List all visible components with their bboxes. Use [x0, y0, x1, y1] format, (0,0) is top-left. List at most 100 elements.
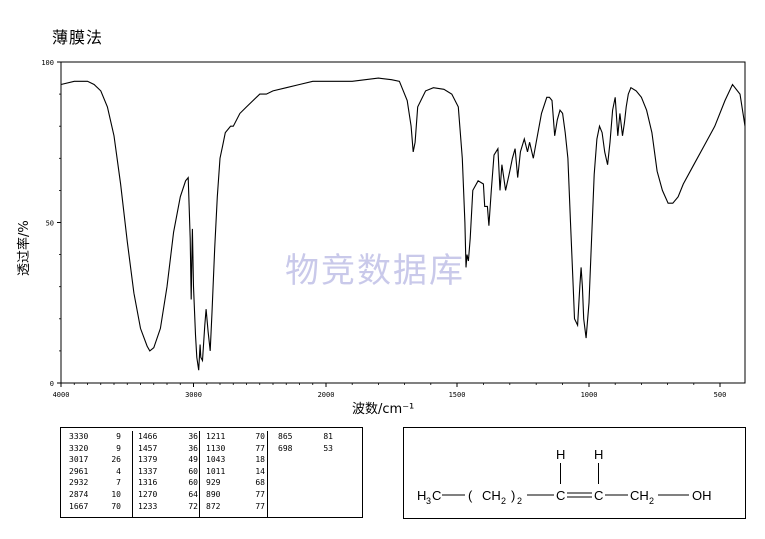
watermark: 物竞数据库	[285, 251, 465, 291]
peak-wavenumber: 1233	[138, 501, 158, 511]
plot-frame	[60, 61, 746, 384]
peak-wavenumber: 890	[206, 489, 221, 499]
peak-wavenumber: 865	[278, 432, 293, 441]
peak-transmittance: 9	[116, 432, 121, 441]
ch2-sub: 2	[649, 496, 654, 506]
peak-transmittance: 64	[188, 489, 198, 499]
peak-transmittance: 14	[255, 466, 265, 476]
peak-row: 2961 4	[69, 466, 121, 478]
peak-row: 1233 72	[138, 501, 198, 513]
peak-transmittance: 70	[111, 501, 121, 511]
peak-table: 3330 9 3320 9 3017 26 2961 4 2932 7 2874 10 1667 70 1…	[60, 427, 363, 518]
y-tick-label: 100	[41, 59, 54, 67]
peak-transmittance: 18	[255, 455, 265, 465]
peak-wavenumber: 1337	[138, 466, 158, 476]
peak-wavenumber: 2932	[69, 478, 89, 488]
peak-row: 2932 7	[69, 477, 121, 489]
paren-open: (	[468, 488, 473, 503]
peak-wavenumber: 2874	[69, 489, 89, 499]
peak-column-2: 1466 36 1457 36 1379 49 1337 60 1316 60 1270 64 1233…	[132, 431, 198, 517]
peak-row: 890 77	[206, 489, 265, 501]
peak-wavenumber: 1270	[138, 489, 158, 499]
peak-row: 1316 60	[138, 477, 198, 489]
spectrum-series-line	[60, 77, 746, 371]
h-top-1: H	[556, 447, 565, 462]
peak-transmittance: 68	[255, 478, 265, 488]
peak-wavenumber: 3320	[69, 443, 89, 453]
y-tick-label: 0	[50, 380, 54, 388]
x-axis-label: 波数/cm⁻¹	[352, 402, 414, 417]
peak-transmittance: 72	[188, 501, 198, 511]
peak-wavenumber: 929	[206, 478, 221, 488]
peak-transmittance: 7	[116, 478, 121, 488]
ir-spectrum-chart: 4000 3000 2000 1500 1000 500 0 50 100 物竞数据库 波数/c…	[16, 59, 746, 417]
peak-row: 1457 36	[138, 443, 198, 455]
peak-wavenumber: 1457	[138, 443, 158, 453]
peak-wavenumber: 872	[206, 501, 221, 511]
peak-transmittance: 60	[188, 478, 198, 488]
x-tick-label: 500	[714, 391, 727, 399]
peak-row: 1130 77	[206, 443, 265, 455]
h-top-2: H	[594, 447, 603, 462]
x-tick-label: 2000	[318, 391, 335, 399]
peak-row: 2874 10	[69, 489, 121, 501]
x-tick-label: 4000	[53, 391, 70, 399]
peak-row: 3017 26	[69, 454, 121, 466]
peak-row: 1379 49	[138, 454, 198, 466]
y-tick-label: 50	[46, 220, 54, 228]
peak-transmittance: 70	[255, 432, 265, 441]
peak-row: 3320 9	[69, 443, 121, 455]
peak-row: 865 81	[278, 431, 333, 443]
peak-row: 1011 14	[206, 466, 265, 478]
h3-sub: 3	[426, 496, 431, 506]
repeat-count: 2	[517, 496, 522, 506]
peak-transmittance: 53	[323, 443, 333, 453]
method-label: 薄膜法	[52, 28, 104, 47]
peak-column-1: 3330 9 3320 9 3017 26 2961 4 2932 7 2874 10 1667 70	[69, 431, 121, 517]
ch-sub: 2	[501, 496, 506, 506]
peak-transmittance: 10	[111, 489, 121, 499]
peak-transmittance: 49	[188, 455, 198, 465]
c2-label: C	[556, 488, 565, 503]
peak-row: 1270 64	[138, 489, 198, 501]
peak-transmittance: 81	[323, 432, 333, 441]
peak-transmittance: 26	[111, 455, 121, 465]
peak-transmittance: 77	[255, 501, 265, 511]
peak-row: 1211 70	[206, 431, 265, 443]
peak-transmittance: 9	[116, 443, 121, 453]
c3-label: C	[594, 488, 603, 503]
peak-row: 1043 18	[206, 454, 265, 466]
peak-transmittance: 77	[255, 489, 265, 499]
peak-row: 1466 36	[138, 431, 198, 443]
peak-wavenumber: 3017	[69, 455, 89, 465]
structure-formula: H H H 3 C ( CH 2 ) 2 C C CH 2 OH	[417, 447, 712, 506]
peak-transmittance: 36	[188, 432, 198, 441]
structure-box: H H H 3 C ( CH 2 ) 2 C C CH 2 OH	[403, 427, 746, 519]
peak-wavenumber: 1130	[206, 443, 226, 453]
h3-label: H	[417, 488, 426, 503]
peak-transmittance: 77	[255, 443, 265, 453]
peak-column-4: 865 81 698 53	[267, 431, 333, 517]
peak-transmittance: 60	[188, 466, 198, 476]
ch-label: CH	[482, 488, 501, 503]
peak-wavenumber: 1211	[206, 432, 226, 441]
peak-row: 3330 9	[69, 431, 121, 443]
peak-wavenumber: 2961	[69, 466, 89, 476]
x-tick-label: 1000	[581, 391, 598, 399]
peak-wavenumber: 1466	[138, 432, 158, 441]
peak-row: 929 68	[206, 477, 265, 489]
peak-row: 872 77	[206, 501, 265, 513]
oh-label: OH	[692, 488, 712, 503]
x-tick-label: 1500	[449, 391, 466, 399]
ch2-label: CH	[630, 488, 649, 503]
y-axis-label: 透过率/%	[16, 220, 32, 276]
peak-transmittance: 4	[116, 466, 121, 476]
peak-row: 1337 60	[138, 466, 198, 478]
peak-wavenumber: 3330	[69, 432, 89, 441]
peak-wavenumber: 1011	[206, 466, 226, 476]
x-tick-label: 3000	[185, 391, 202, 399]
peak-wavenumber: 698	[278, 443, 293, 453]
c1-label: C	[432, 488, 441, 503]
peak-transmittance: 36	[188, 443, 198, 453]
paren-close: )	[511, 488, 515, 503]
